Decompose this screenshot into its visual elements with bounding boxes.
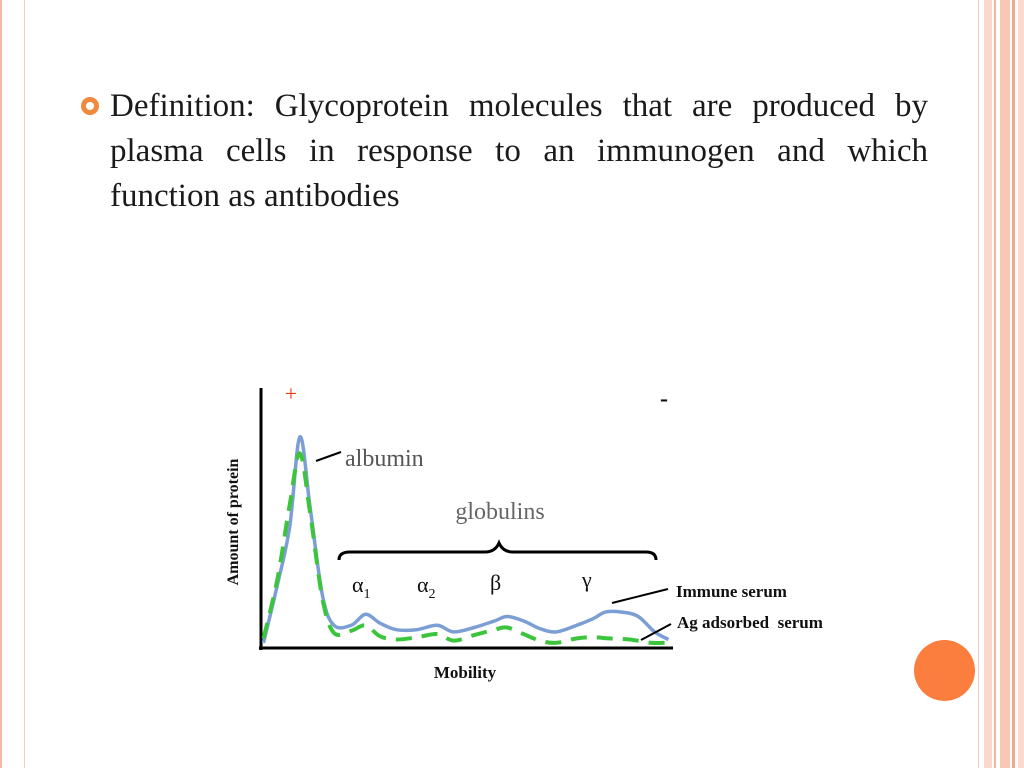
slide-right-border: [980, 0, 1024, 768]
series-line-ag-adsorbed-serum: [261, 451, 666, 646]
legend-immune-serum: Immune serum: [676, 582, 787, 601]
globulins-brace: [337, 539, 658, 561]
accent-circle: [914, 640, 975, 701]
immune-serum-pointer: [611, 588, 669, 604]
bullet-icon: [81, 97, 99, 115]
fraction-beta-label: β: [490, 570, 501, 595]
definition-text: Definition: Glycoprotein molecules that …: [110, 88, 928, 214]
y-axis-label: Amount of protein: [225, 458, 242, 585]
slide-left-border: [0, 0, 7, 768]
albumin-label: albumin: [345, 446, 424, 472]
fraction-gamma-label: γ: [581, 567, 592, 592]
x-axis-label: Mobility: [434, 663, 497, 682]
ag-adsorbed-pointer: [640, 623, 672, 641]
globulins-label: globulins: [455, 499, 544, 525]
slide-frame: [24, 0, 979, 768]
cathode-minus-label: -: [660, 386, 668, 412]
legend-ag-adsorbed-serum: Ag adsorbed serum: [677, 613, 823, 632]
fraction-alpha2-label: α2: [417, 572, 436, 602]
anode-plus-label: +: [285, 381, 297, 406]
fraction-alpha1-label: α1: [352, 572, 371, 602]
albumin-pointer: [315, 451, 342, 462]
